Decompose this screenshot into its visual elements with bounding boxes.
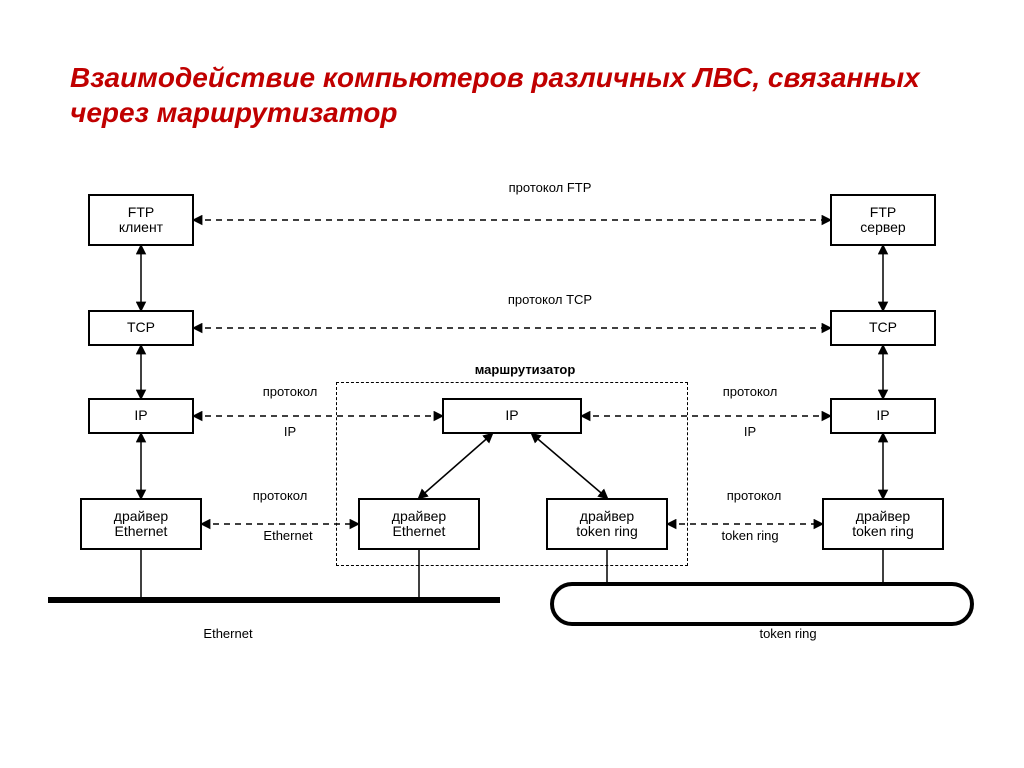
node-ipL: IP <box>88 398 194 434</box>
node-tcpL: TCP <box>88 310 194 346</box>
label-7: протокол <box>220 488 340 503</box>
label-1: протокол TCP <box>460 292 640 307</box>
label-3: протокол <box>230 384 350 399</box>
label-2: маршрутизатор <box>440 362 610 377</box>
node-ftpC: FTPклиент <box>88 194 194 246</box>
page-title: Взаимодействие компьютеров различных ЛВС… <box>70 60 950 130</box>
node-ipR: IP <box>830 398 936 434</box>
label-9: протокол <box>694 488 814 503</box>
node-tcpR: TCP <box>830 310 936 346</box>
node-drvEM: драйверEthernet <box>358 498 480 550</box>
node-drvEL: драйверEthernet <box>80 498 202 550</box>
node-ipM: IP <box>442 398 582 434</box>
label-0: протокол FTP <box>460 180 640 195</box>
label-5: протокол <box>690 384 810 399</box>
diagram-canvas: FTPклиент FTPсервер TCP TCP IP IP IP драйверEth… <box>0 170 1024 690</box>
label-12: token ring <box>728 626 848 641</box>
node-ftpS: FTPсервер <box>830 194 936 246</box>
label-11: Ethernet <box>168 626 288 641</box>
node-drvTR: драйверtoken ring <box>822 498 944 550</box>
label-8: Ethernet <box>228 528 348 543</box>
label-6: IP <box>720 424 780 439</box>
label-10: token ring <box>690 528 810 543</box>
label-4: IP <box>260 424 320 439</box>
node-drvTM: драйверtoken ring <box>546 498 668 550</box>
